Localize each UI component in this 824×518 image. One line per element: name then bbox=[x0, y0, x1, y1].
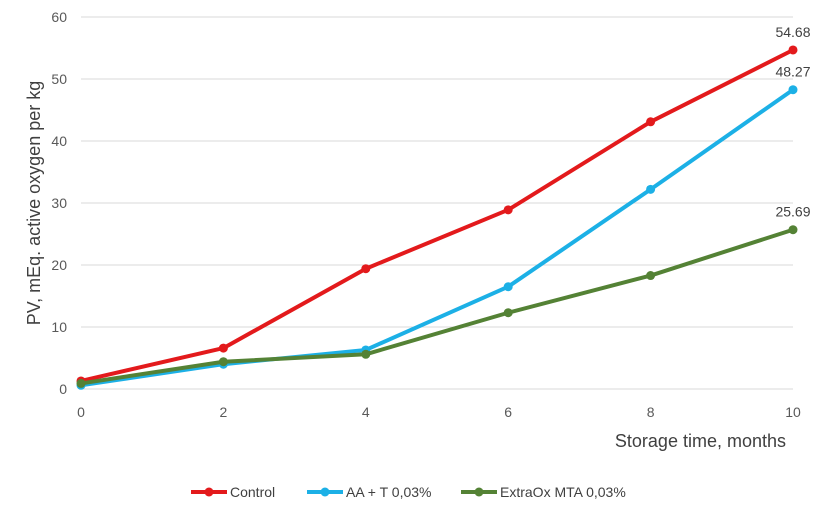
data-point bbox=[503, 282, 513, 292]
series-2: 25.69 bbox=[76, 204, 811, 388]
y-tick-label: 10 bbox=[51, 319, 67, 335]
data-point bbox=[646, 271, 656, 281]
x-tick-label: 6 bbox=[504, 404, 512, 420]
y-tick-label: 30 bbox=[51, 195, 67, 211]
y-tick-label: 40 bbox=[51, 133, 67, 149]
series-line bbox=[79, 47, 795, 383]
x-axis-title: Storage time, months bbox=[615, 431, 786, 451]
y-tick-label: 50 bbox=[51, 71, 67, 87]
legend-swatch-marker bbox=[204, 487, 214, 497]
data-point bbox=[218, 343, 228, 353]
data-point bbox=[646, 184, 656, 194]
legend-label: Control bbox=[230, 484, 275, 500]
legend-item: ExtraOx MTA 0,03% bbox=[461, 484, 626, 500]
series-0: 54.68 bbox=[76, 24, 811, 386]
x-tick-label: 4 bbox=[362, 404, 370, 420]
data-point bbox=[361, 264, 371, 274]
data-label: 54.68 bbox=[775, 24, 810, 40]
y-axis-ticks: 0 10 20 30 40 50 60 bbox=[51, 9, 67, 397]
legend-label: ExtraOx MTA 0,03% bbox=[500, 484, 626, 500]
legend-label: AA + T 0,03% bbox=[346, 484, 432, 500]
data-point bbox=[503, 205, 513, 215]
y-tick-label: 0 bbox=[59, 381, 67, 397]
x-tick-label: 10 bbox=[785, 404, 801, 420]
data-point bbox=[218, 357, 228, 367]
y-tick-label: 20 bbox=[51, 257, 67, 273]
x-tick-label: 8 bbox=[647, 404, 655, 420]
y-axis-title: PV, mEq. active oxygen per kg bbox=[24, 81, 44, 325]
legend-swatch-marker bbox=[474, 487, 484, 497]
legend-item: Control bbox=[191, 484, 275, 500]
legend-item: AA + T 0,03% bbox=[307, 484, 432, 500]
data-point bbox=[361, 349, 371, 359]
series-line bbox=[79, 227, 795, 386]
data-point bbox=[503, 308, 513, 318]
data-point bbox=[788, 45, 798, 55]
x-tick-label: 2 bbox=[220, 404, 228, 420]
x-axis-ticks: 0 2 4 6 8 10 bbox=[77, 404, 801, 420]
series-1: 48.27 bbox=[76, 64, 811, 390]
legend: Control AA + T 0,03% ExtraOx MTA 0,03% bbox=[191, 484, 626, 500]
data-point bbox=[76, 378, 86, 388]
y-tick-label: 60 bbox=[51, 9, 67, 25]
series-line bbox=[79, 87, 795, 388]
data-point bbox=[788, 225, 798, 235]
data-point bbox=[788, 85, 798, 95]
gridlines bbox=[81, 16, 793, 390]
series-group: 54.68 48.27 25.69 bbox=[76, 24, 811, 390]
data-label: 48.27 bbox=[775, 64, 810, 80]
legend-swatch-marker bbox=[320, 487, 330, 497]
data-point bbox=[646, 117, 656, 127]
data-label: 25.69 bbox=[775, 204, 810, 220]
x-tick-label: 0 bbox=[77, 404, 85, 420]
